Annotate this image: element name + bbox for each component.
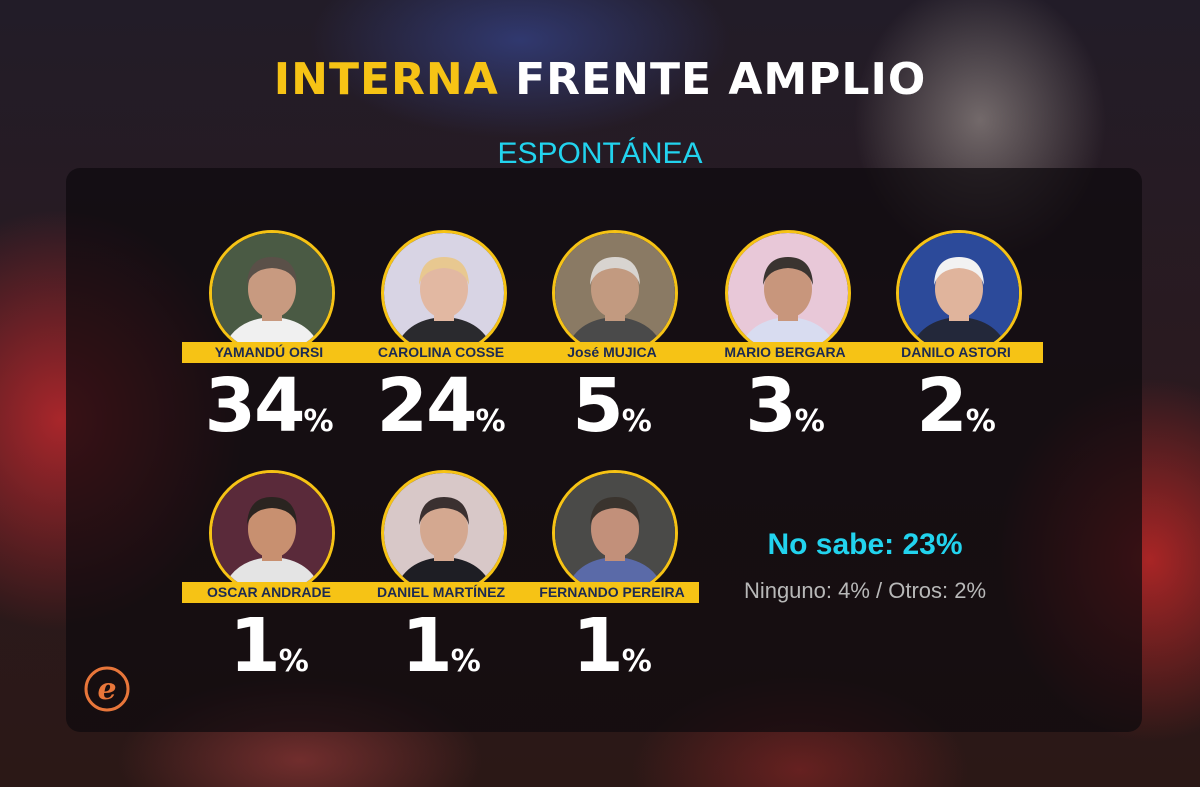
photo-face [248,500,296,558]
candidate-card-daniel-martinez: DANIEL MARTÍNEZ 1% [354,470,534,686]
ninguno-otros-label: Ninguno: 4% / Otros: 2% [743,578,987,603]
candidate-name: OSCAR ANDRADE [182,582,356,603]
candidate-name: YAMANDÚ ORSI [182,342,356,363]
photo-hair [934,257,984,285]
candidate-name: FERNANDO PEREIRA [525,582,699,603]
candidate-photo [209,470,335,596]
percentage-value: 34 [204,363,305,449]
candidate-name: CAROLINA COSSE [354,342,528,363]
title-part-frente-amplio: FRENTE AMPLIO [515,54,927,105]
percentage-value: 5 [572,363,623,449]
candidate-photo [725,230,851,356]
candidate-percentage: 2% [869,366,1043,467]
percentage-unit: % [965,404,996,439]
candidate-photo [552,230,678,356]
candidate-percentage: 3% [698,366,872,467]
candidate-photo [552,470,678,596]
subtitle: ESPONTÁNEA [497,137,703,170]
candidate-percentage: 24% [354,366,528,467]
candidate-photo [209,230,335,356]
candidate-name: José MUJICA [525,342,699,363]
photo-face [935,260,983,318]
candidate-card-yamandu-orsi: YAMANDÚ ORSI 34% [182,230,362,446]
candidate-percentage: 5% [525,366,699,467]
candidate-card-oscar-andrade: OSCAR ANDRADE 1% [182,470,362,686]
candidate-card-carolina-cosse: CAROLINA COSSE 24% [354,230,534,446]
no-sabe-label: No sabe: 23% [767,528,963,561]
photo-hair [247,497,297,525]
candidate-name: DANIEL MARTÍNEZ [354,582,528,603]
percentage-value: 24 [376,363,477,449]
photo-face [591,500,639,558]
candidate-percentage: 1% [354,606,528,707]
candidate-name: DANILO ASTORI [869,342,1043,363]
photo-hair [247,257,297,285]
candidate-photo [381,230,507,356]
candidate-card-danilo-astori: DANILO ASTORI 2% [869,230,1049,446]
brand-logo: e [83,665,131,713]
percentage-unit: % [621,644,652,679]
candidate-photo [381,470,507,596]
photo-hair [590,497,640,525]
photo-face [764,260,812,318]
percentage-value: 3 [745,363,796,449]
percentage-unit: % [475,404,506,439]
candidate-percentage: 1% [525,606,699,707]
percentage-value: 1 [572,603,623,689]
photo-hair [419,257,469,285]
candidate-percentage: 34% [182,366,356,467]
photo-face [420,500,468,558]
candidate-percentage: 1% [182,606,356,707]
percentage-unit: % [621,404,652,439]
percentage-unit: % [794,404,825,439]
page-title: INTERNA FRENTE AMPLIO [0,52,1200,108]
photo-hair [763,257,813,285]
candidate-card-fernando-pereira: FERNANDO PEREIRA 1% [525,470,705,686]
percentage-unit: % [303,404,334,439]
percentage-value: 1 [401,603,452,689]
photo-hair [419,497,469,525]
candidate-name: MARIO BERGARA [698,342,872,363]
title-part-interna: INTERNA [273,54,499,105]
percentage-unit: % [278,644,309,679]
candidate-card-mario-bergara: MARIO BERGARA 3% [698,230,878,446]
photo-face [420,260,468,318]
percentage-unit: % [450,644,481,679]
logo-ring [84,666,130,712]
percentage-value: 2 [916,363,967,449]
photo-hair [590,257,640,285]
candidate-card-jose-mujica: José MUJICA 5% [525,230,705,446]
photo-face [591,260,639,318]
candidate-photo [896,230,1022,356]
percentage-value: 1 [229,603,280,689]
logo-letter: e [97,672,116,707]
photo-face [248,260,296,318]
